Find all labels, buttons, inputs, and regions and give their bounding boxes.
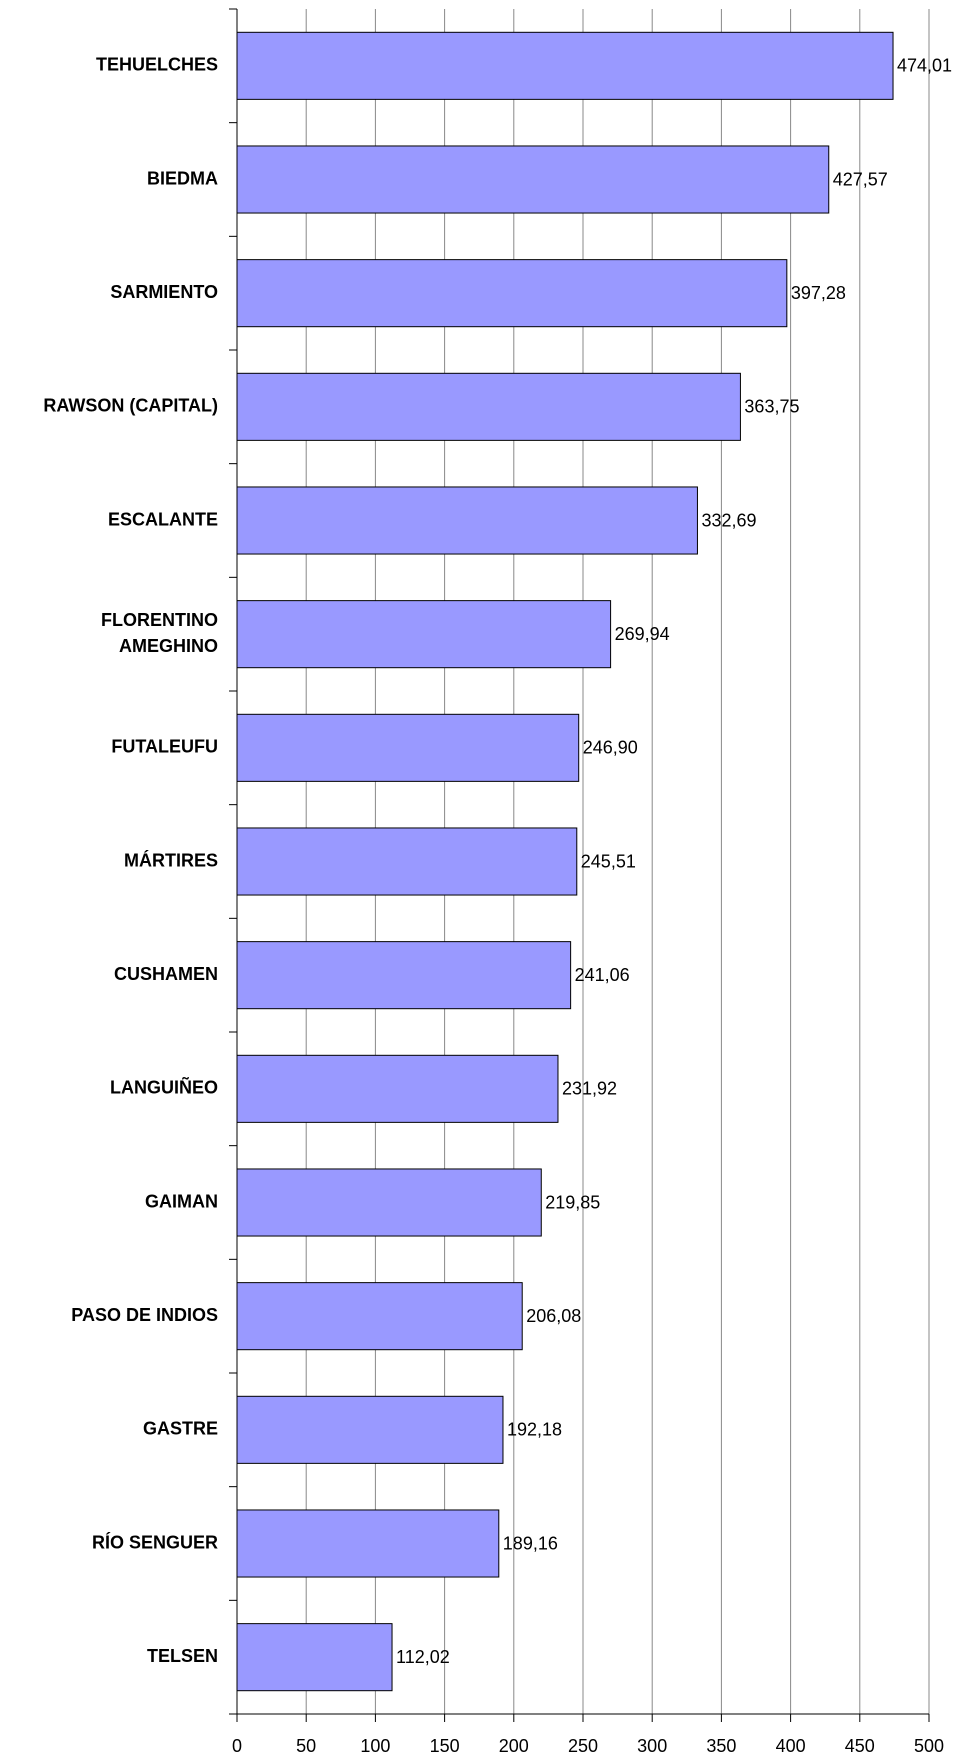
category-label: RAWSON (CAPITAL) [43, 396, 218, 416]
category-label: SARMIENTO [110, 282, 218, 302]
data-label: 206,08 [526, 1306, 581, 1326]
x-tick-label: 100 [360, 1736, 390, 1756]
bar [236, 713, 580, 782]
bar [236, 827, 578, 896]
bar [236, 1623, 393, 1692]
category-label: FUTALEUFU [111, 737, 218, 757]
category-label: RÍO SENGUER [92, 1531, 218, 1552]
category-label: PASO DE INDIOS [71, 1305, 218, 1325]
category-label: CUSHAMEN [114, 964, 218, 984]
data-label: 241,06 [575, 965, 630, 985]
x-tick-label: 450 [845, 1736, 875, 1756]
x-tick-label: 50 [296, 1736, 316, 1756]
category-label: GAIMAN [145, 1191, 218, 1211]
category-label: TELSEN [147, 1646, 218, 1666]
data-label: 231,92 [562, 1079, 617, 1099]
data-label: 332,69 [701, 510, 756, 530]
bar [236, 1509, 500, 1578]
bar [236, 486, 698, 555]
bar [236, 31, 894, 100]
category-label: FLORENTINO AMEGHINO [101, 610, 218, 656]
category-label: LANGUIÑEO [110, 1077, 218, 1098]
x-tick-label: 300 [637, 1736, 667, 1756]
category-label: BIEDMA [147, 168, 218, 188]
data-label: 192,18 [507, 1420, 562, 1440]
bar [236, 1395, 504, 1464]
data-label: 397,28 [791, 283, 846, 303]
data-label: 474,01 [897, 56, 952, 76]
x-tick-label: 150 [430, 1736, 460, 1756]
bar [236, 372, 741, 441]
x-tick-label: 250 [568, 1736, 598, 1756]
bar [236, 600, 612, 669]
data-label: 246,90 [583, 738, 638, 758]
x-tick-label: 500 [914, 1736, 944, 1756]
x-tick-label: 350 [706, 1736, 736, 1756]
category-label: TEHUELCHES [96, 55, 218, 75]
data-label: 189,16 [503, 1533, 558, 1553]
data-label: 245,51 [581, 851, 636, 871]
data-label: 269,94 [615, 624, 670, 644]
bar [236, 259, 788, 328]
bar [236, 941, 572, 1010]
data-label: 219,85 [545, 1192, 600, 1212]
category-label: GASTRE [143, 1419, 218, 1439]
category-label: ESCALANTE [108, 509, 218, 529]
data-label: 363,75 [744, 397, 799, 417]
data-label: 112,02 [396, 1647, 450, 1667]
x-tick-label: 200 [499, 1736, 529, 1756]
bar [236, 1168, 542, 1237]
x-tick-label: 400 [776, 1736, 806, 1756]
category-label: MÁRTIRES [124, 849, 218, 870]
x-tick-label: 0 [232, 1736, 242, 1756]
bar [236, 1282, 523, 1351]
bar [236, 1054, 559, 1123]
bar [236, 145, 830, 214]
data-label: 427,57 [833, 169, 888, 189]
